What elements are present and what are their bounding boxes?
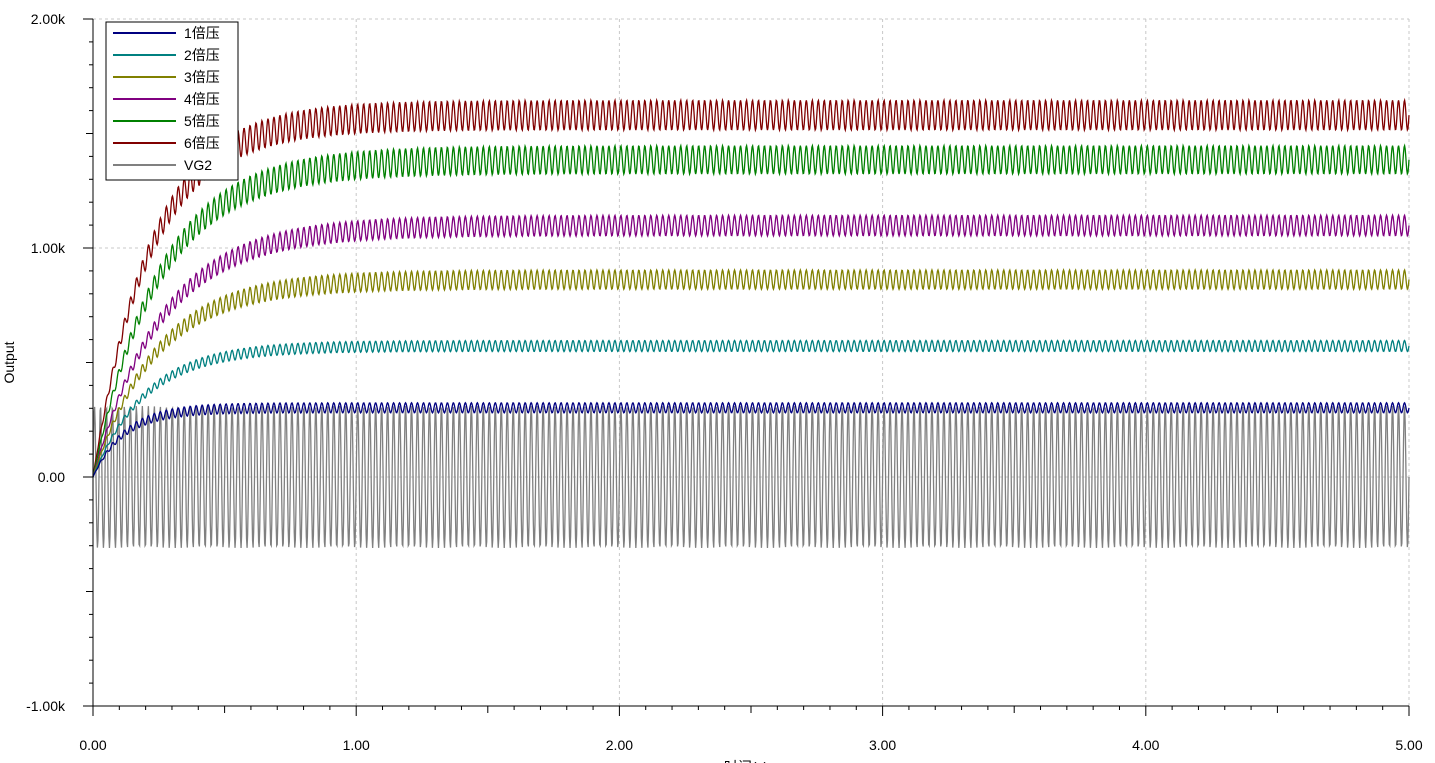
legend-label: 6倍压 [184, 135, 220, 151]
x-tick-label: 2.00 [606, 737, 633, 753]
grid [93, 18, 1410, 707]
x-tick-label: 3.00 [869, 737, 896, 753]
x-tick-label: 1.00 [343, 737, 370, 753]
y-tick-label: -1.00k [26, 698, 66, 714]
x-tick-label: 5.00 [1395, 737, 1422, 753]
legend-label: 3倍压 [184, 69, 220, 85]
y-tick-label: 1.00k [31, 240, 66, 256]
y-tick-label: 2.00k [31, 11, 66, 27]
legend-label: 4倍压 [184, 91, 220, 107]
legend-label: 2倍压 [184, 47, 220, 63]
series-line [92, 339, 1410, 478]
series-line [92, 143, 1410, 478]
legend-label: 5倍压 [184, 113, 220, 129]
legend-label: 1倍压 [184, 25, 220, 41]
series-line [92, 268, 1410, 478]
series-line [92, 97, 1410, 478]
x-axis-title: 时间(s) [724, 759, 768, 763]
x-tick-label: 0.00 [79, 737, 106, 753]
y-axis-title: Output [1, 341, 17, 383]
legend: 1倍压 2倍压 3倍压 4倍压 5倍压 6倍压 VG2 [105, 21, 239, 181]
series-line [92, 213, 1410, 478]
series-line [92, 405, 1410, 549]
x-tick-label: 4.00 [1132, 737, 1159, 753]
series-line [92, 401, 1410, 478]
series-layer [92, 97, 1410, 549]
axes: 0.00 1.00 2.00 3.00 4.00 5.00 2.00k 1.00k 0.00 -1… [1, 11, 1423, 763]
legend-box [105, 21, 239, 181]
legend-label: VG2 [184, 157, 212, 173]
y-tick-label: 0.00 [38, 469, 65, 485]
